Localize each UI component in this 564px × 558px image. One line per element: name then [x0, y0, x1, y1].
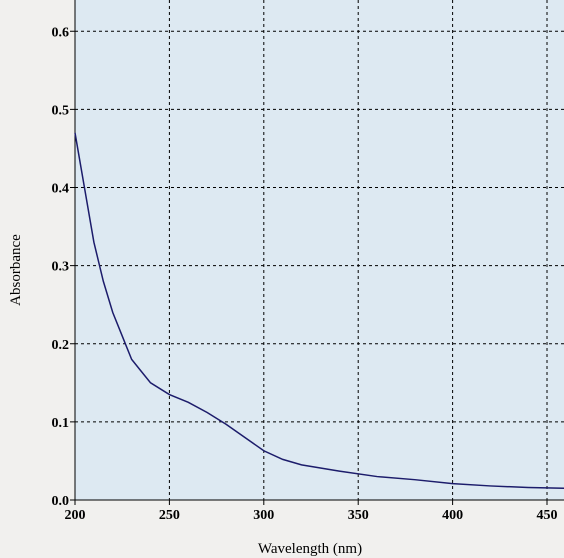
x-axis-label: Wavelength (nm)	[258, 541, 362, 557]
y-tick-label: 0.5	[52, 103, 70, 118]
x-tick-label: 250	[159, 508, 180, 523]
plot-area	[75, 0, 564, 500]
x-tick-label: 300	[253, 508, 274, 523]
data-line	[74, 132, 564, 490]
y-axis-label: Absorbance	[8, 234, 24, 306]
y-tick-label: 0.3	[52, 260, 70, 275]
y-tick-label: 0.2	[52, 338, 70, 353]
x-tick-label: 350	[348, 508, 369, 523]
x-tick-label: 200	[65, 508, 86, 523]
y-tick-label: 0.0	[52, 494, 70, 509]
x-tick-label: 400	[442, 508, 463, 523]
y-tick-label: 0.1	[52, 416, 70, 431]
y-tick-label: 0.4	[52, 182, 70, 197]
y-tick-label: 0.6	[52, 25, 70, 40]
x-tick-label: 450	[537, 508, 558, 523]
